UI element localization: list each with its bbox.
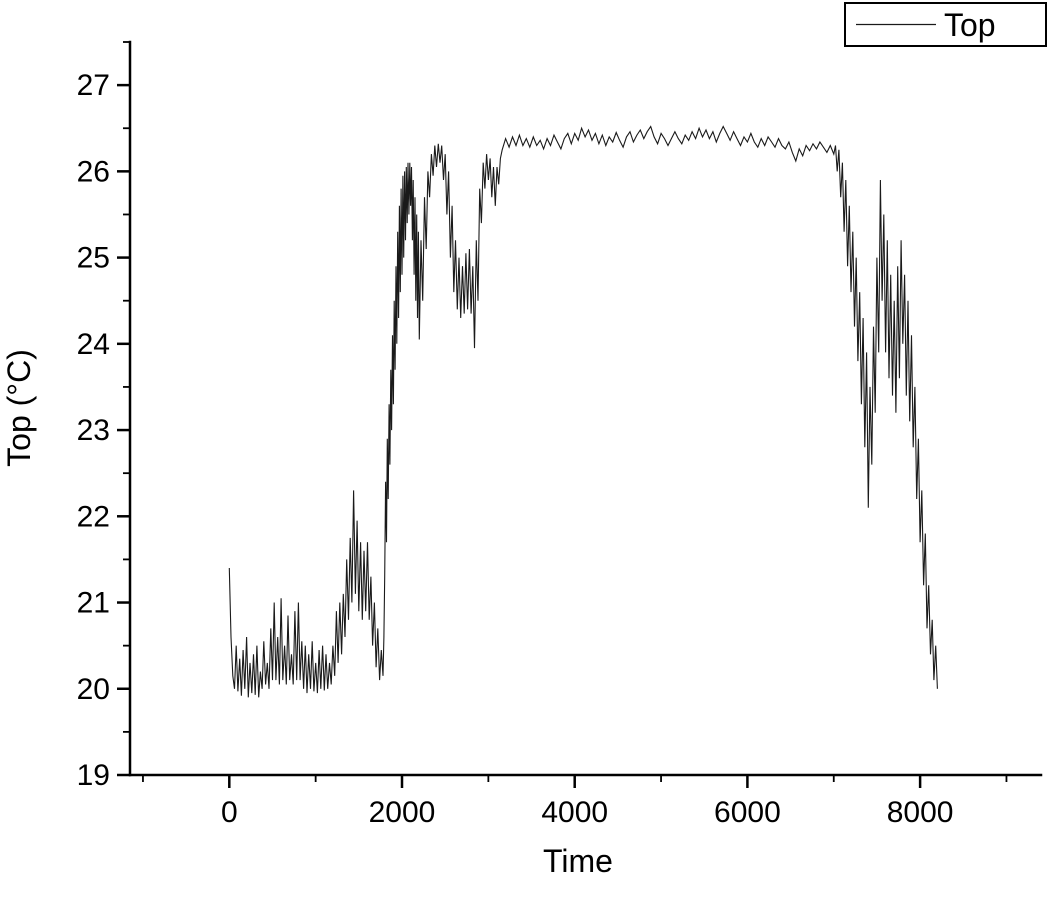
x-tick-label: 2000 bbox=[369, 796, 436, 829]
y-axis-title: Top (°C) bbox=[1, 349, 37, 467]
y-tick-label: 25 bbox=[77, 242, 110, 275]
x-tick-label: 6000 bbox=[714, 796, 781, 829]
y-tick-label: 19 bbox=[77, 759, 110, 792]
legend: Top bbox=[844, 2, 1047, 47]
series-line-top bbox=[228, 125, 938, 698]
x-tick-label: 4000 bbox=[541, 796, 608, 829]
x-tick-label: 8000 bbox=[887, 796, 954, 829]
y-tick-label: 20 bbox=[77, 673, 110, 706]
y-tick-label: 24 bbox=[77, 328, 110, 361]
axes-layer: 0 2000 4000 6000 8000 19 20 21 22 23 24 25 26 27 bbox=[77, 40, 1043, 829]
y-tick-label: 23 bbox=[77, 414, 110, 447]
x-tick-label: 0 bbox=[221, 796, 238, 829]
y-tick-label: 26 bbox=[77, 155, 110, 188]
y-tick-label: 22 bbox=[77, 500, 110, 533]
x-axis-title: Time bbox=[543, 843, 613, 879]
legend-label-top: Top bbox=[944, 7, 996, 43]
y-tick-label: 21 bbox=[77, 587, 110, 620]
y-tick-label: 27 bbox=[77, 69, 110, 102]
